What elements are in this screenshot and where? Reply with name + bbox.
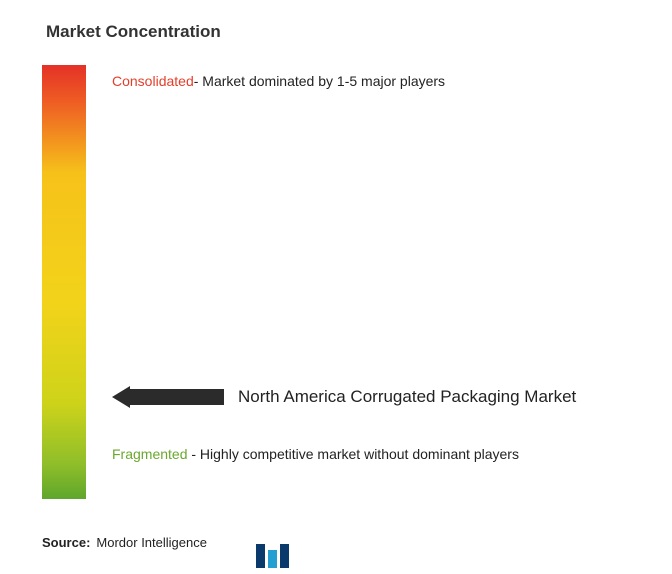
logo-bar (256, 544, 265, 568)
logo-bar (280, 544, 289, 568)
consolidated-desc: - Market dominated by 1-5 major players (194, 73, 445, 89)
market-name-label: North America Corrugated Packaging Marke… (238, 387, 576, 407)
marker-row: North America Corrugated Packaging Marke… (112, 386, 642, 408)
consolidated-label: Consolidated (112, 73, 194, 89)
fragmented-desc: - Highly competitive market without domi… (187, 446, 518, 462)
brand-logo-icon (256, 540, 289, 568)
source-row: Source: Mordor Intelligence (42, 535, 207, 550)
arrow-shaft (130, 389, 224, 405)
page-title: Market Concentration (46, 22, 221, 42)
arrow-left-icon (112, 386, 224, 408)
fragmented-label: Fragmented (112, 446, 187, 462)
concentration-gradient-bar (42, 65, 86, 499)
consolidated-block: Consolidated- Market dominated by 1-5 ma… (112, 72, 612, 92)
arrow-head (112, 386, 130, 408)
logo-bar (268, 550, 277, 568)
fragmented-block: Fragmented - Highly competitive market w… (112, 444, 572, 465)
source-name: Mordor Intelligence (96, 535, 207, 550)
source-label: Source: (42, 535, 90, 550)
